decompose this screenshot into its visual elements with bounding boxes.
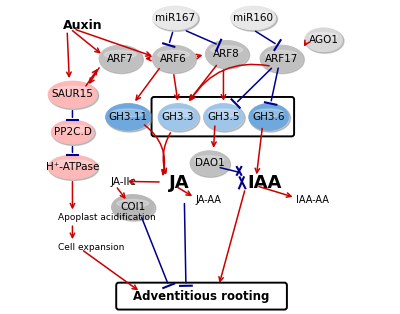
Text: PP2C.D: PP2C.D: [54, 127, 91, 137]
Text: ARF6: ARF6: [160, 53, 187, 63]
Ellipse shape: [152, 45, 195, 72]
Ellipse shape: [260, 45, 302, 72]
Ellipse shape: [52, 121, 96, 145]
Ellipse shape: [208, 109, 238, 117]
Text: ARF7: ARF7: [107, 53, 134, 63]
Ellipse shape: [106, 104, 151, 130]
Text: JA-AA: JA-AA: [195, 195, 221, 205]
Ellipse shape: [117, 199, 149, 207]
Text: IAA-AA: IAA-AA: [296, 195, 329, 205]
Ellipse shape: [211, 46, 242, 54]
Ellipse shape: [153, 7, 199, 31]
Ellipse shape: [265, 51, 297, 58]
Text: GH3.6: GH3.6: [252, 112, 285, 122]
Text: H⁺-ATPase: H⁺-ATPase: [46, 162, 99, 172]
Ellipse shape: [111, 109, 145, 117]
Ellipse shape: [158, 11, 192, 18]
Text: miR167: miR167: [155, 13, 195, 23]
Ellipse shape: [204, 104, 244, 130]
Text: Adventitious rooting: Adventitious rooting: [133, 290, 270, 303]
Ellipse shape: [106, 105, 152, 132]
Ellipse shape: [49, 156, 99, 181]
Ellipse shape: [231, 7, 278, 31]
Text: ARF8: ARF8: [213, 49, 240, 59]
Text: miR160: miR160: [233, 13, 273, 23]
Text: GH3.5: GH3.5: [207, 112, 240, 122]
Ellipse shape: [254, 109, 284, 117]
Ellipse shape: [205, 41, 248, 67]
FancyBboxPatch shape: [116, 283, 287, 310]
Ellipse shape: [195, 156, 224, 163]
Ellipse shape: [48, 81, 97, 108]
Ellipse shape: [152, 6, 198, 30]
Ellipse shape: [48, 155, 97, 179]
Text: SAUR15: SAUR15: [52, 89, 93, 100]
Text: ARF17: ARF17: [264, 53, 298, 63]
Ellipse shape: [204, 105, 245, 132]
Ellipse shape: [112, 195, 156, 221]
Text: DAO1: DAO1: [194, 158, 224, 168]
Ellipse shape: [158, 104, 198, 130]
Text: JA-Ile: JA-Ile: [111, 177, 137, 187]
Ellipse shape: [305, 28, 342, 51]
Ellipse shape: [190, 151, 229, 176]
Ellipse shape: [249, 104, 289, 130]
Ellipse shape: [56, 125, 88, 132]
Ellipse shape: [236, 11, 270, 18]
Text: Cell expansion: Cell expansion: [58, 243, 124, 252]
Text: IAA: IAA: [247, 174, 281, 192]
Ellipse shape: [306, 29, 344, 53]
Ellipse shape: [54, 86, 91, 95]
Ellipse shape: [104, 51, 136, 58]
Ellipse shape: [49, 82, 99, 110]
Ellipse shape: [163, 109, 193, 117]
Text: JA: JA: [169, 174, 189, 192]
Ellipse shape: [112, 194, 154, 219]
Ellipse shape: [191, 152, 230, 177]
Ellipse shape: [153, 46, 196, 73]
Ellipse shape: [54, 160, 91, 167]
Ellipse shape: [231, 6, 276, 30]
Ellipse shape: [51, 120, 94, 144]
Ellipse shape: [159, 105, 200, 132]
Ellipse shape: [206, 41, 250, 69]
Text: AGO1: AGO1: [308, 35, 338, 45]
Ellipse shape: [310, 33, 338, 40]
Text: GH3.11: GH3.11: [108, 112, 148, 122]
Ellipse shape: [100, 46, 143, 73]
Text: Apoplast acidification: Apoplast acidification: [58, 214, 156, 222]
Ellipse shape: [158, 51, 189, 58]
Ellipse shape: [99, 45, 142, 72]
Text: GH3.3: GH3.3: [162, 112, 194, 122]
Ellipse shape: [250, 105, 290, 132]
Ellipse shape: [261, 46, 304, 73]
Text: COI1: COI1: [120, 202, 146, 212]
Text: Auxin: Auxin: [62, 19, 102, 32]
